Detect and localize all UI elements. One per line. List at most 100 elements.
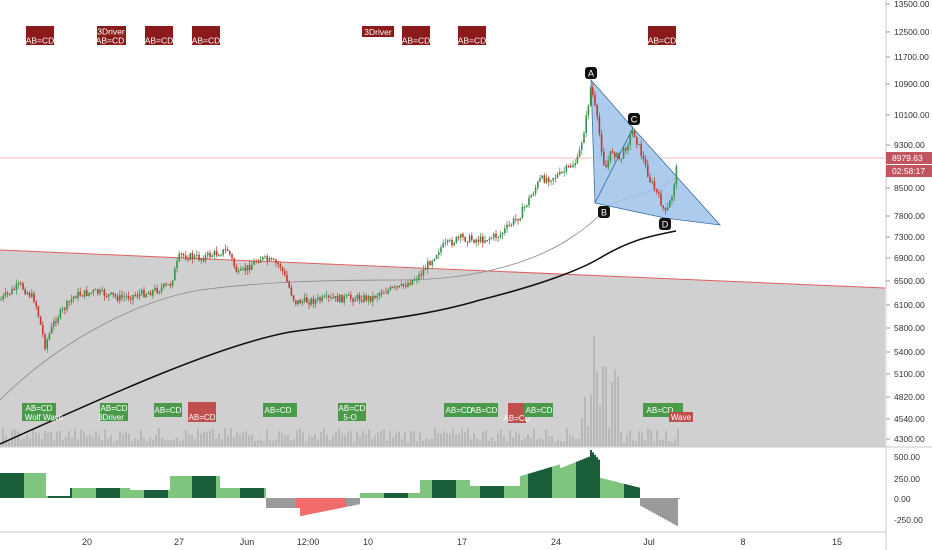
- candle-body: [350, 294, 352, 299]
- oscillator-axis: 500.00 250.00 0.00 -250.00: [894, 452, 923, 525]
- candle-body: [308, 302, 310, 305]
- volume-bar: [509, 430, 511, 446]
- price-axis: 13500.00 12500.00 11700.00 10900.00 1010…: [886, 0, 930, 444]
- signal-bottom-8[interactable]: AB=CD: [504, 403, 531, 423]
- volume-bar: [23, 438, 25, 446]
- osc-bar: [286, 498, 288, 508]
- osc-bar: [398, 493, 400, 498]
- svg-text:8979.63: 8979.63: [892, 153, 923, 163]
- signal-top-6[interactable]: AB=CD: [402, 26, 431, 46]
- volume-bar: [224, 428, 226, 446]
- candle-body: [369, 295, 372, 302]
- candle-body: [636, 137, 638, 145]
- signal-bottom-4[interactable]: AB=CD: [188, 402, 216, 422]
- osc-bar: [544, 468, 546, 498]
- volume-bar: [629, 430, 631, 446]
- osc-bar: [50, 496, 52, 498]
- candle-body: [46, 339, 48, 349]
- osc-bar: [294, 498, 296, 508]
- candle-body: [361, 300, 363, 302]
- volume-bar: [653, 441, 655, 446]
- candle-body: [235, 266, 238, 273]
- candle-body: [576, 156, 579, 164]
- volume-bar: [20, 439, 22, 446]
- volume-bar: [662, 439, 664, 446]
- volume-bar: [164, 440, 166, 446]
- volume-bar: [368, 429, 370, 446]
- osc-bar: [332, 498, 334, 510]
- signal-bottom-3[interactable]: AB=CD: [154, 403, 182, 417]
- volume-bar: [584, 396, 586, 446]
- volume-bar: [260, 439, 262, 446]
- svg-text:B: B: [601, 208, 607, 218]
- signal-bottom-5[interactable]: AB=CD: [263, 403, 297, 417]
- osc-bar: [180, 476, 182, 498]
- osc-bar: [42, 473, 44, 498]
- candle-body: [28, 292, 31, 297]
- price-tick: 4300.00: [894, 434, 925, 444]
- candle-body: [279, 264, 282, 268]
- volume-bar: [572, 436, 574, 446]
- candle-body: [174, 268, 176, 281]
- osc-bar: [306, 498, 308, 515]
- signal-top-1[interactable]: AB=CD: [26, 26, 55, 46]
- candle-body: [81, 295, 84, 297]
- candle-body: [455, 236, 458, 244]
- osc-bar: [194, 476, 196, 498]
- candle-body: [523, 206, 526, 208]
- osc-bar: [660, 498, 662, 517]
- osc-bar: [268, 498, 270, 508]
- osc-bar: [488, 486, 490, 498]
- signal-bottom-9[interactable]: AB=CD: [524, 403, 553, 417]
- osc-bar: [438, 480, 440, 498]
- volume-bar: [155, 434, 157, 446]
- osc-bar: [424, 480, 426, 498]
- svg-text:AB=CD: AB=CD: [192, 36, 221, 46]
- volume-bar: [395, 433, 397, 446]
- price-tick: 9300.00: [894, 140, 925, 150]
- volume-bar: [158, 428, 160, 446]
- osc-bar: [388, 493, 390, 498]
- volume-bar: [302, 432, 304, 446]
- signal-top-5[interactable]: 3Driver: [362, 26, 394, 37]
- signal-top-7[interactable]: AB=CD: [458, 26, 487, 46]
- osc-bar: [616, 482, 618, 498]
- candle-body: [486, 240, 488, 242]
- candle-body: [116, 296, 119, 301]
- volume-bar: [593, 336, 595, 446]
- candle-body: [297, 300, 299, 304]
- osc-bar: [574, 462, 576, 498]
- osc-bar: [10, 473, 12, 498]
- osc-bar: [60, 496, 62, 498]
- osc-bar: [342, 498, 344, 508]
- svg-text:AB=CD: AB=CD: [101, 404, 128, 413]
- osc-tick: 500.00: [894, 452, 920, 462]
- osc-bar: [486, 486, 488, 498]
- candle-body: [675, 166, 678, 185]
- candle-body: [367, 295, 370, 301]
- candle-body: [660, 193, 662, 206]
- candle-body: [427, 261, 429, 270]
- signal-top-4[interactable]: AB=CD: [192, 26, 221, 46]
- osc-tick: 250.00: [894, 474, 920, 484]
- volume-bar: [170, 440, 172, 446]
- signal-bottom-6[interactable]: AB=CD5-O: [338, 403, 366, 422]
- svg-text:3Driver: 3Driver: [98, 413, 124, 422]
- osc-bar: [666, 498, 668, 521]
- volume-bar: [641, 432, 643, 446]
- candle-body: [548, 178, 550, 182]
- candle-body: [273, 259, 275, 261]
- candle-body: [440, 247, 442, 253]
- signal-top-8[interactable]: AB=CD: [648, 26, 677, 46]
- signal-bottom-11[interactable]: Wave: [669, 412, 693, 422]
- candle-body: [6, 292, 9, 294]
- signal-top-3[interactable]: AB=CD: [145, 26, 174, 46]
- osc-bar: [452, 480, 454, 498]
- osc-bar: [282, 498, 284, 508]
- volume-bar: [632, 439, 634, 446]
